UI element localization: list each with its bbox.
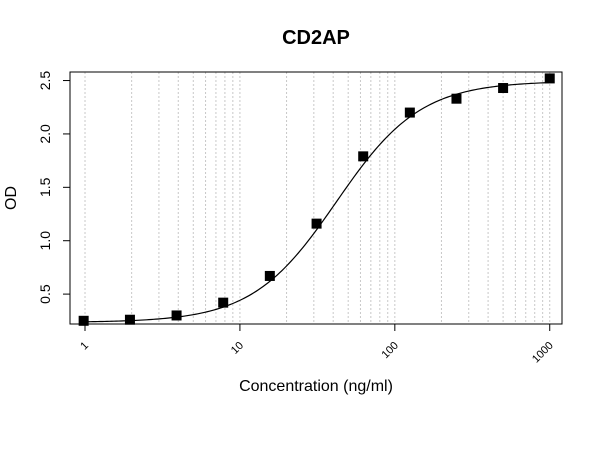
- x-tick-label: 1: [78, 340, 91, 353]
- y-tick-label: 0.5: [37, 284, 53, 304]
- x-tick-label: 10: [229, 340, 246, 357]
- data-point: [218, 297, 229, 308]
- data-point: [264, 270, 275, 281]
- data-point: [124, 314, 135, 325]
- y-tick-label: 2.0: [37, 124, 53, 144]
- fit-curve: [83, 81, 550, 323]
- x-axis-title: Concentration (ng/ml): [239, 378, 393, 395]
- grid-lines: [84, 72, 551, 324]
- data-point: [498, 83, 509, 94]
- data-point: [451, 93, 462, 104]
- y-axis-title: OD: [3, 186, 20, 210]
- data-point: [78, 315, 89, 326]
- x-tick-label: 1000: [530, 340, 556, 366]
- data-point: [311, 218, 322, 229]
- data-point: [404, 107, 415, 118]
- data-points: [78, 73, 555, 326]
- chart-title: CD2AP: [282, 27, 350, 49]
- y-tick-label: 1.0: [37, 231, 53, 251]
- data-point: [358, 151, 369, 162]
- data-point: [544, 73, 555, 84]
- data-point: [171, 310, 182, 321]
- y-tick-label: 2.5: [37, 71, 53, 91]
- y-axis: 0.5 1.0 1.5 2.0 2.5: [37, 71, 70, 304]
- x-axis: 1 10 100 1000: [78, 324, 556, 365]
- y-tick-label: 1.5: [37, 177, 53, 197]
- plot-frame: [69, 71, 563, 325]
- x-tick-label: 100: [379, 340, 400, 361]
